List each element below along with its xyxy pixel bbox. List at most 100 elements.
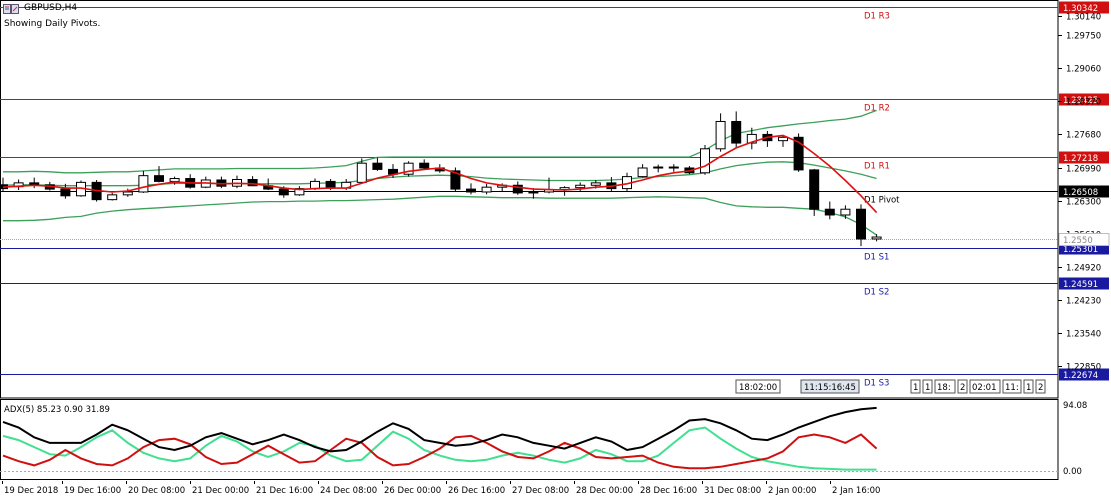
- right-time-marker-label: 1: [913, 383, 918, 393]
- price-chart-pane[interactable]: D1 R3 1.30342 D1 R2 1.28425 D1 R1 1.27218 D1 P…: [0, 0, 1111, 399]
- pivot-label: D1 R3: [864, 12, 890, 22]
- candle: [668, 164, 679, 172]
- price-tick-label: 1.26990: [1066, 165, 1101, 175]
- right-time-marker-label: 11:: [1005, 383, 1019, 393]
- candle-body-bull: [294, 188, 305, 196]
- right-time-marker-box: [1023, 379, 1034, 394]
- candle: [824, 201, 835, 220]
- candle-body-bear: [512, 184, 523, 194]
- candle-body-bear: [668, 166, 679, 169]
- candle-body-bear: [60, 188, 71, 197]
- candle: [871, 234, 882, 242]
- pivot-price-label: 1.30342: [1063, 4, 1098, 14]
- pivot-price-label: 1.27218: [1063, 154, 1098, 164]
- pivot-price-label: 1.25301: [1063, 245, 1098, 255]
- pivot-price-box: [1059, 185, 1109, 198]
- candle: [512, 181, 523, 195]
- right-time-marker-box: [922, 379, 933, 394]
- price-tick-label: 1.29060: [1066, 65, 1101, 75]
- candle-body-bull: [169, 178, 180, 182]
- candle: [13, 179, 24, 191]
- candle-body-bull: [575, 184, 586, 189]
- candle: [154, 166, 164, 183]
- pivot-label: D1 Pivot: [864, 196, 900, 206]
- adx-chart[interactable]: ADX(5) 85.23 0.90 31.89 94.08 0.00: [0, 399, 1111, 481]
- pivot-price-box: [1059, 93, 1109, 106]
- candle-body-bull: [637, 167, 648, 178]
- pivot-label: D1 S2: [864, 288, 889, 298]
- candle: [216, 176, 227, 189]
- time-label: 21 Dec 00:00: [192, 486, 249, 496]
- right-time-marker-box: [957, 379, 968, 394]
- candle: [122, 188, 133, 197]
- candle-body-bull: [138, 175, 149, 193]
- candle: [856, 204, 866, 247]
- pivot-label: D1 S3: [864, 379, 889, 389]
- pivot-subtitle: Showing Daily Pivots.: [4, 19, 101, 29]
- candle-body-bull: [356, 162, 367, 183]
- adx-label: ADX(5) 85.23 0.90 31.89: [4, 405, 110, 415]
- time-label: 24 Dec 08:00: [320, 486, 377, 496]
- candle: [0, 177, 8, 192]
- candle-body-bull: [871, 236, 882, 240]
- time-label: 26 Dec 16:00: [448, 486, 505, 496]
- candle: [809, 168, 820, 216]
- candle: [138, 170, 149, 193]
- time-label: 20 Dec 08:00: [128, 486, 185, 496]
- pivot-price-box: [1059, 277, 1109, 290]
- candle: [450, 167, 461, 192]
- right-time-marker-box: [910, 379, 921, 394]
- candle-body-bull: [403, 162, 414, 175]
- price-tick-label: 1.30140: [1066, 13, 1101, 23]
- candle: [185, 174, 196, 189]
- candle: [637, 164, 648, 178]
- candle: [700, 144, 710, 175]
- adx-indicator-pane[interactable]: ADX(5) 85.23 0.90 31.89 94.08 0.00: [0, 399, 1111, 481]
- price-tick-label: 1.28370: [1066, 98, 1101, 108]
- candle-body-bull: [481, 186, 492, 193]
- time-label: 21 Dec 16:00: [256, 486, 313, 496]
- candle-body-bear: [325, 180, 336, 189]
- time-label: 2 Jan 00:00: [768, 486, 816, 496]
- candle-body-bear: [856, 208, 866, 240]
- candle-body-bull: [778, 136, 788, 142]
- candle: [60, 183, 71, 199]
- price-chart[interactable]: D1 R3 1.30342 D1 R2 1.28425 D1 R1 1.27218 D1 P…: [0, 0, 1111, 399]
- candle-body-bear: [247, 178, 258, 187]
- candle-body-bear: [29, 182, 40, 186]
- candle: [653, 164, 664, 173]
- candle: [419, 159, 430, 169]
- right-time-marker-label: 2: [1038, 383, 1043, 393]
- candle: [622, 172, 632, 192]
- candle-body-bull: [310, 180, 320, 190]
- right-time-marker-label: 18:: [937, 383, 951, 393]
- time-axis: 19 Dec 2018 19 Dec 16:00 20 Dec 08:00 21 De…: [0, 481, 1111, 499]
- candle-body-bull: [653, 166, 664, 169]
- candle: [232, 175, 242, 189]
- candle-body-bull: [840, 208, 851, 216]
- candle-body-bear: [466, 188, 476, 193]
- price-tick-label: 1.23540: [1066, 330, 1101, 340]
- price-tick-label: 1.24920: [1066, 264, 1101, 274]
- time-label: 19 Dec 16:00: [64, 486, 121, 496]
- right-time-marker-label: 02:01: [972, 383, 997, 393]
- adx-axis-bottom: 0.00: [1063, 467, 1082, 477]
- candle-body-bull: [107, 194, 118, 201]
- right-time-marker-label: 1: [1026, 383, 1031, 393]
- candle-body-bear: [450, 170, 461, 190]
- candle-body-bear: [809, 169, 820, 210]
- price-tick-label: 1.27680: [1066, 131, 1101, 141]
- time-label: 27 Dec 08:00: [512, 486, 569, 496]
- candle-body-bull: [528, 191, 539, 194]
- price-tick-label: 1.24230: [1066, 297, 1101, 307]
- current-price-label: 1.2550: [1063, 236, 1093, 246]
- time-marker-label: 18:02:00: [739, 383, 777, 393]
- time-label: 31 Dec 08:00: [704, 486, 761, 496]
- time-label: 2 Jan 16:00: [832, 486, 880, 496]
- candle: [731, 111, 742, 148]
- symbol-title: GBPUSD,H4: [24, 3, 78, 13]
- time-label: 28 Dec 16:00: [640, 486, 697, 496]
- candle: [466, 183, 476, 195]
- time-marker-box: [735, 379, 781, 394]
- pivot-price-box: [1059, 151, 1109, 164]
